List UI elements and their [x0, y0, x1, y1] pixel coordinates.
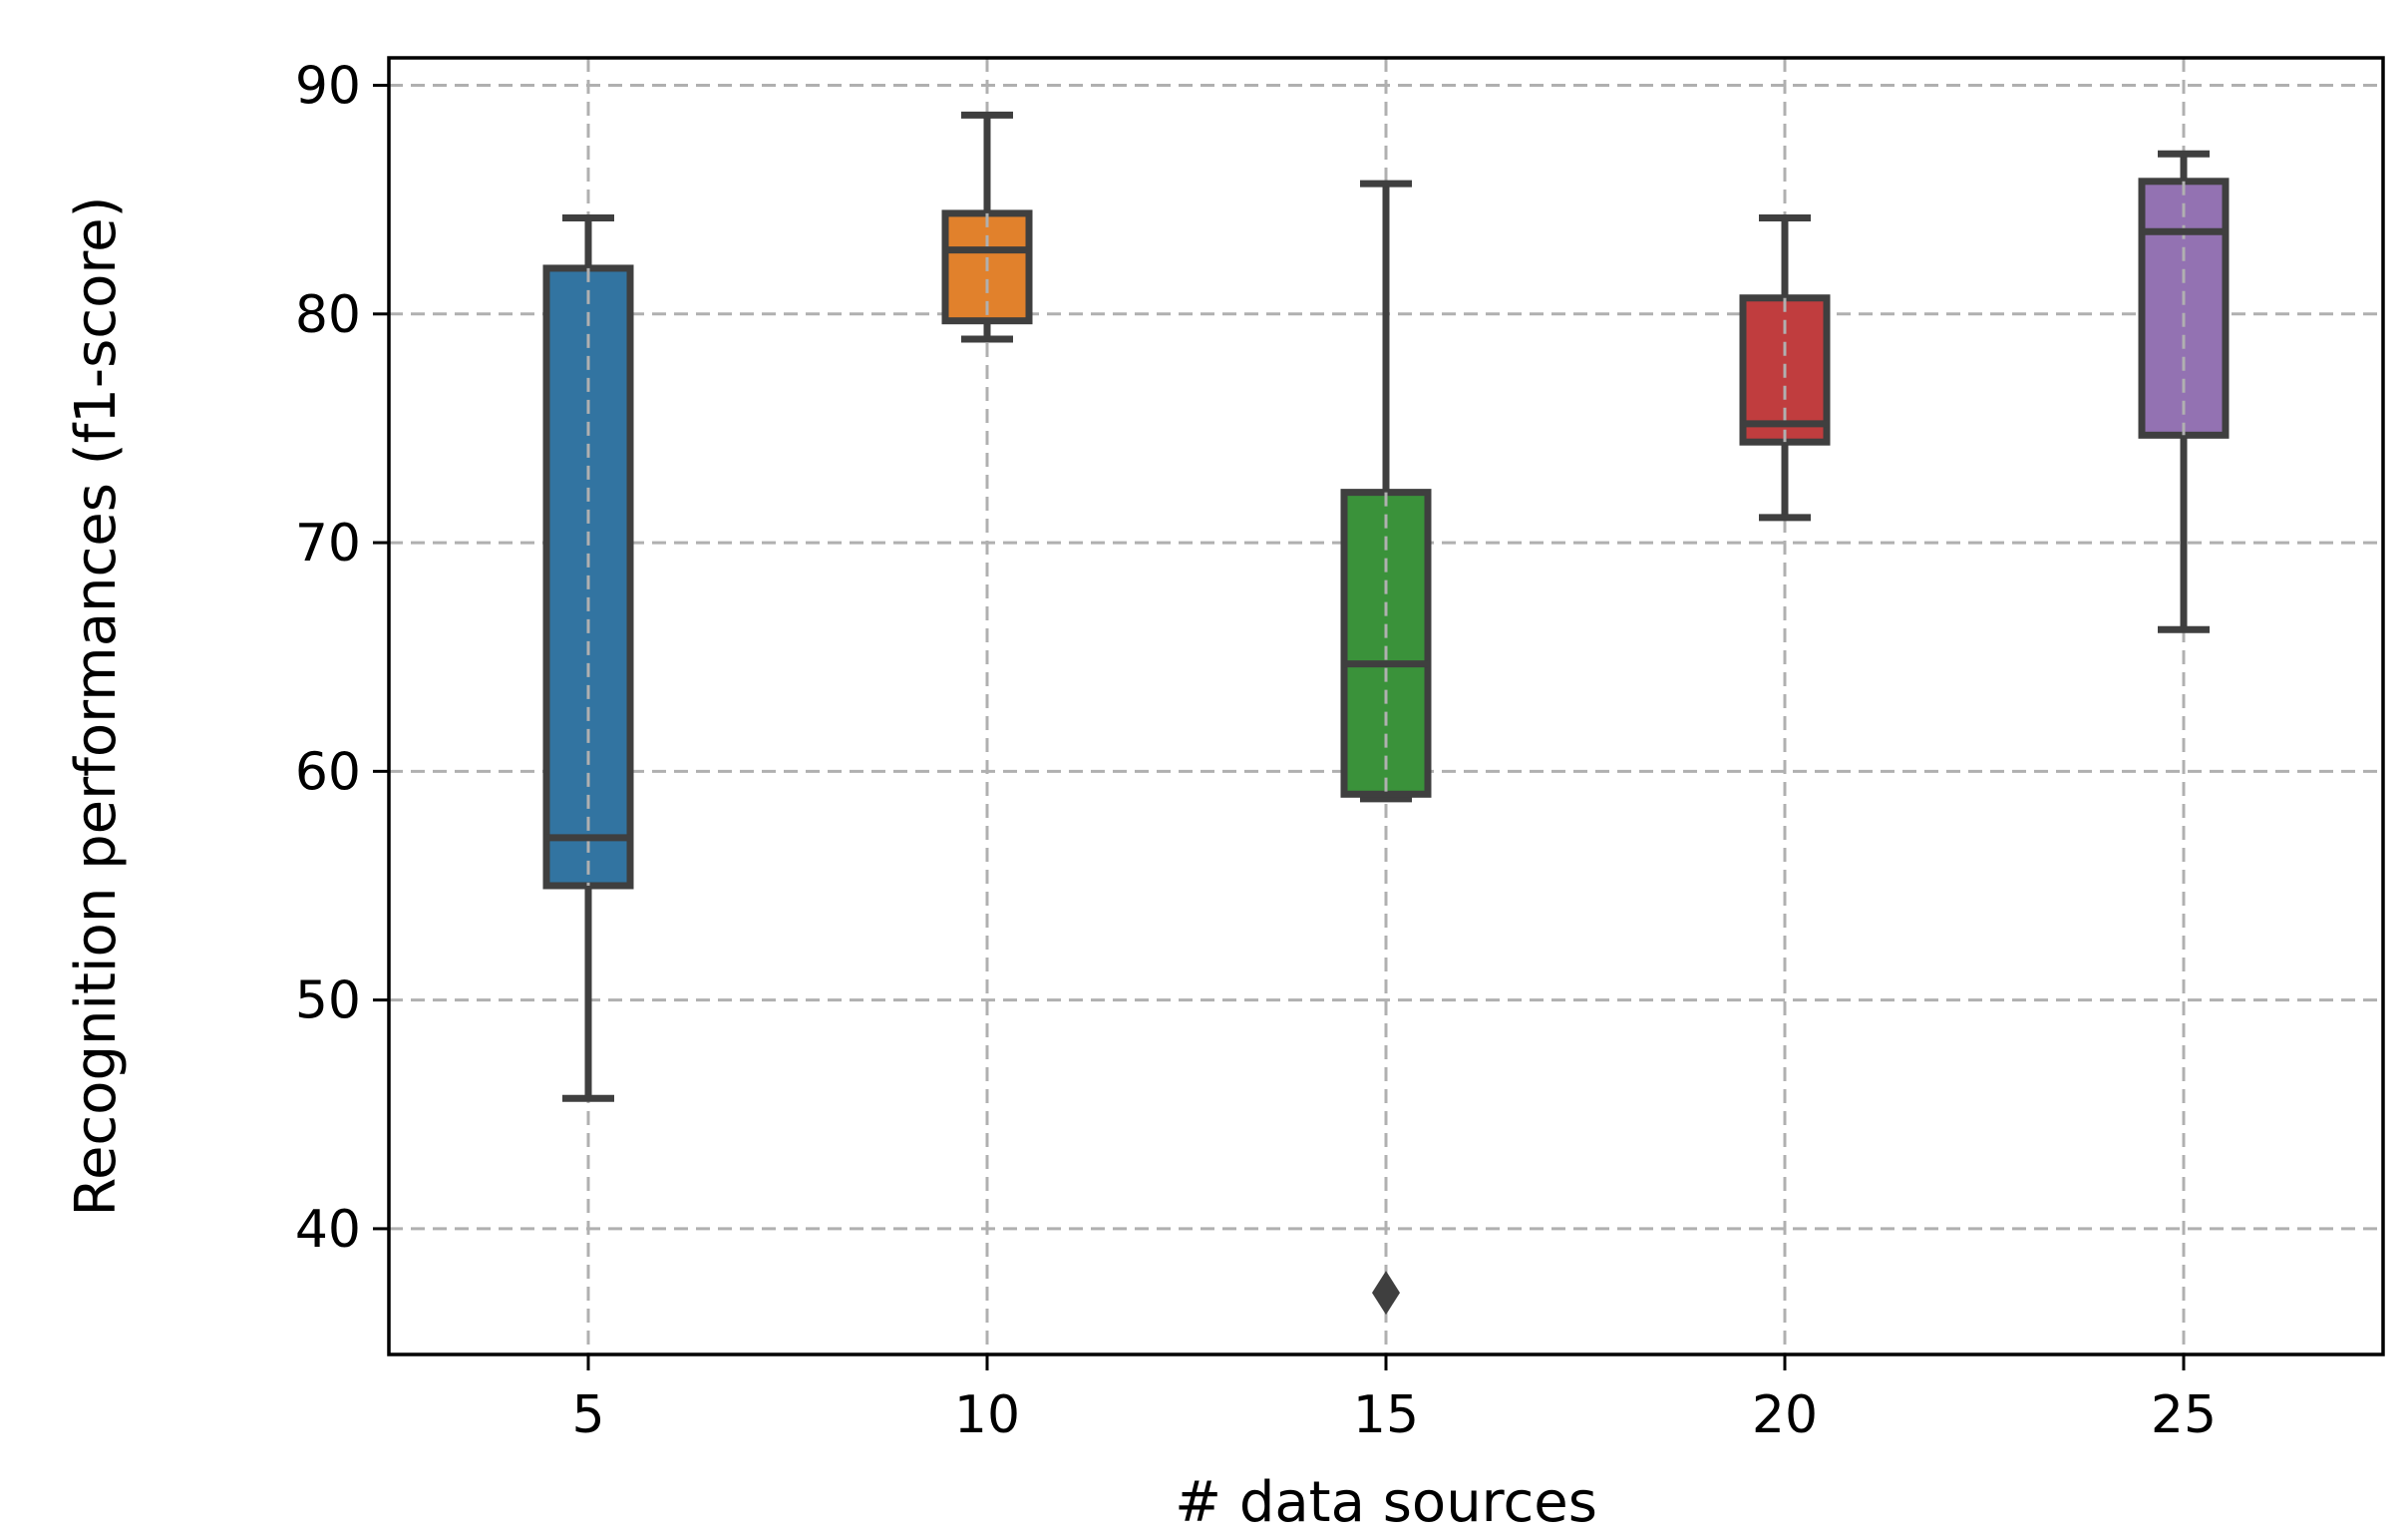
y-tick-label: 90: [295, 57, 361, 117]
y-axis-title: Recognition performances (f1-score): [64, 196, 129, 1217]
x-tick-label: 25: [2151, 1385, 2217, 1445]
box-20: [1739, 213, 1831, 522]
y-tick-label: 40: [295, 1200, 361, 1260]
y-tick-label: 60: [295, 742, 361, 802]
boxes: [542, 111, 2230, 1316]
y-axis-ticks: 40 50 60 70 80 90: [295, 57, 389, 1260]
iqr-box: [2138, 178, 2230, 439]
x-tick-label: 5: [571, 1385, 604, 1445]
x-axis-ticks: 5 10 15 20 25: [571, 1354, 2217, 1445]
box-25: [2138, 150, 2230, 633]
x-tick-label: 20: [1752, 1385, 1818, 1445]
x-tick-label: 15: [1353, 1385, 1419, 1445]
box-15: [1340, 180, 1432, 1316]
x-tick-label: 10: [954, 1385, 1020, 1445]
y-tick-label: 80: [295, 285, 361, 345]
box-10: [941, 111, 1033, 343]
x-axis-title: # data sources: [1175, 1470, 1597, 1535]
y-tick-label: 70: [295, 514, 361, 574]
y-tick-label: 50: [295, 971, 361, 1031]
outlier-point: [1372, 1271, 1400, 1316]
box-5: [542, 213, 634, 1102]
